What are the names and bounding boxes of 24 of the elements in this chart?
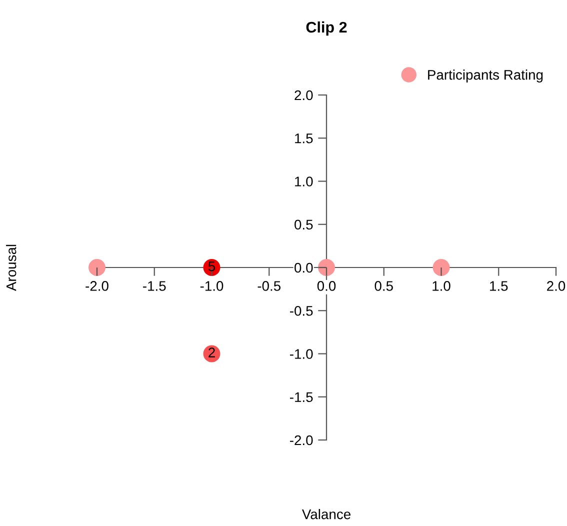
x-tick-label: 0.0: [317, 281, 336, 291]
chart-title: Clip 2: [306, 21, 347, 36]
y-tick-label: 1.0: [295, 176, 313, 186]
y-tick-label: 0.0: [294, 262, 313, 273]
x-tick-label: -0.5: [258, 281, 281, 291]
y-tick-label: -2.0: [290, 435, 313, 446]
x-tick-label: 1.5: [490, 281, 508, 291]
x-tick-label: 1.0: [432, 281, 450, 291]
x-tick-label: -2.0: [86, 281, 108, 291]
y-tick-label: 0.5: [294, 220, 313, 230]
x-tick-label: 0.5: [374, 281, 393, 291]
y-tick-label: -1.5: [290, 392, 313, 402]
y-tick-label: 1.5: [295, 134, 313, 144]
x-tick-label: -1.5: [143, 281, 166, 291]
y-tick-label: -0.5: [290, 306, 313, 316]
legend-label: Participants Rating: [428, 70, 543, 82]
x-axis-title: Valance: [302, 509, 350, 520]
annotation: 2: [208, 348, 215, 358]
y-tick-label: 2.0: [294, 90, 313, 100]
y-axis-title: Arousal: [6, 244, 16, 292]
y-tick-label: -1.0: [290, 349, 313, 359]
x-tick-label: -1.0: [200, 281, 224, 291]
x-tick-label: 2.0: [547, 281, 566, 291]
annotation: 5: [208, 262, 216, 272]
